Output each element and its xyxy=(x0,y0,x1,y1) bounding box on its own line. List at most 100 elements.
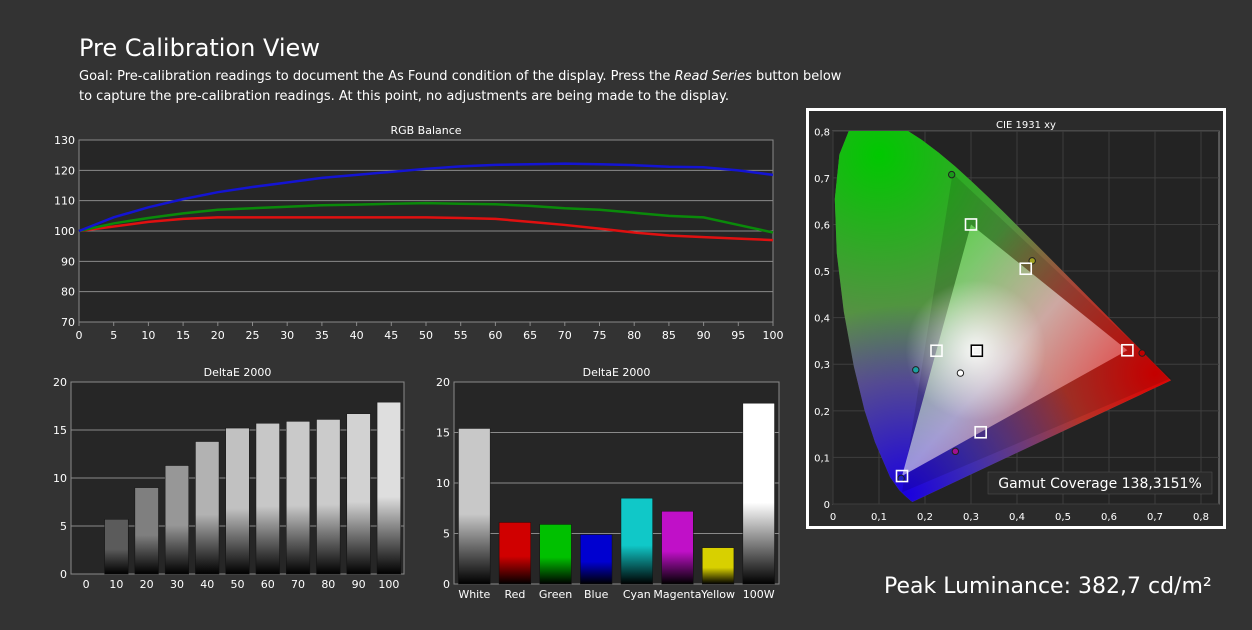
y-tick-label: 130 xyxy=(54,134,75,147)
x-tick-label: 90 xyxy=(697,329,711,342)
y-tick-label: 0,3 xyxy=(814,360,830,371)
bar-50 xyxy=(225,427,250,575)
peak-luminance: Peak Luminance: 382,7 cd/m² xyxy=(884,574,1212,599)
x-tick-label: Cyan xyxy=(623,588,651,600)
y-tick-label: 0 xyxy=(824,500,830,511)
x-tick-label: 0,6 xyxy=(1101,512,1117,523)
measured-point-cyan xyxy=(912,366,920,374)
y-tick-label: 0 xyxy=(60,568,67,581)
chart-title: CIE 1931 xy xyxy=(996,120,1056,131)
bar-blue xyxy=(580,534,613,585)
goal-prefix: Goal: Pre-calibration readings to docume… xyxy=(79,69,675,84)
x-tick-label: 0,1 xyxy=(871,512,887,523)
y-tick-label: 10 xyxy=(53,472,67,485)
gamut-coverage-label: Gamut Coverage 138,3151% xyxy=(998,476,1202,492)
x-tick-label: 85 xyxy=(662,329,676,342)
target-square-white xyxy=(970,344,984,358)
target-square-blue xyxy=(895,469,909,483)
x-tick-label: 60 xyxy=(488,329,502,342)
x-tick-label: Magenta xyxy=(653,588,701,600)
x-tick-label: 100 xyxy=(763,329,784,342)
y-tick-label: 100 xyxy=(54,225,75,238)
x-tick-label: 10 xyxy=(141,329,155,342)
page-title: Pre Calibration View xyxy=(79,34,320,62)
x-tick-label: 5 xyxy=(110,329,117,342)
grayscale-deltae-chart: DeltaE 2000 0 5 10 15 20 0 10 20 30 40 50 60 70 80 90 10… xyxy=(53,366,405,591)
bar-magenta xyxy=(661,511,694,585)
y-tick-label: 0 xyxy=(443,578,450,591)
y-tick-label: 5 xyxy=(443,528,450,541)
x-tick-label: 100 xyxy=(378,578,399,591)
x-tick-label: 60 xyxy=(261,578,275,591)
bar-100w xyxy=(742,402,775,585)
y-tick-label: 90 xyxy=(61,255,75,268)
x-tick-label: Blue xyxy=(584,588,609,600)
y-tick-label: 70 xyxy=(61,316,75,329)
rgb-balance-chart: RGB Balance 70 80 90 100 110 120 130 0 5 10 15 20 25 3… xyxy=(54,124,784,342)
x-tick-label: 80 xyxy=(627,329,641,342)
series-line-1 xyxy=(78,201,774,234)
x-tick-label: 0,7 xyxy=(1147,512,1163,523)
bar-80 xyxy=(316,419,341,575)
bar-90 xyxy=(346,413,371,575)
target-square-magenta xyxy=(974,425,987,439)
bar-30 xyxy=(164,465,190,575)
read-series-reference: Read Series xyxy=(674,69,752,84)
bar-red xyxy=(498,522,532,585)
y-tick-label: 20 xyxy=(53,376,67,389)
series-line-0 xyxy=(78,216,774,242)
x-tick-label: 50 xyxy=(419,329,433,342)
y-tick-label: 10 xyxy=(436,477,450,490)
x-tick-label: 95 xyxy=(731,329,745,342)
y-tick-label: 0,5 xyxy=(814,267,830,278)
x-tick-label: Yellow xyxy=(700,588,735,600)
y-tick-label: 0,2 xyxy=(814,407,830,418)
y-tick-label: 15 xyxy=(436,427,450,440)
gamut-coverage-box xyxy=(987,471,1213,495)
x-tick-label: White xyxy=(458,588,490,600)
bar-green xyxy=(539,524,572,585)
bar-100 xyxy=(376,401,401,575)
x-tick-label: 50 xyxy=(231,578,245,591)
chart-title: RGB Balance xyxy=(390,124,461,137)
x-tick-label: 0 xyxy=(76,329,83,342)
x-tick-label: 55 xyxy=(454,329,468,342)
x-tick-label: 40 xyxy=(350,329,364,342)
bar-70 xyxy=(285,421,311,575)
y-tick-label: 0,1 xyxy=(814,453,830,464)
goal-suffix: button below to capture the pre-calibrat… xyxy=(79,69,842,104)
x-tick-label: 0,4 xyxy=(1009,512,1025,523)
bar-yellow xyxy=(701,547,735,585)
y-tick-label: 120 xyxy=(54,164,75,177)
x-tick-label: 20 xyxy=(140,578,154,591)
y-tick-label: 0,4 xyxy=(814,314,830,325)
x-tick-label: 40 xyxy=(200,578,214,591)
target-square-red xyxy=(1121,343,1134,357)
y-tick-label: 0,6 xyxy=(814,220,830,231)
measured-point-green xyxy=(947,170,956,179)
chart-title: DeltaE 2000 xyxy=(204,366,272,379)
y-tick-label: 0,7 xyxy=(814,174,830,185)
x-tick-label: 45 xyxy=(384,329,398,342)
x-tick-label: 30 xyxy=(280,329,294,342)
measured-point-red xyxy=(1138,349,1146,357)
x-tick-label: 0,2 xyxy=(917,512,933,523)
target-square-cyan xyxy=(930,344,943,358)
measured-point-white xyxy=(956,369,965,377)
x-tick-label: 20 xyxy=(211,329,225,342)
y-tick-label: 15 xyxy=(53,424,67,437)
target-square-yellow xyxy=(1019,262,1033,276)
measured-point-yellow xyxy=(1028,257,1036,265)
y-tick-label: 5 xyxy=(60,520,67,533)
page-goal-text: Goal: Pre-calibration readings to docume… xyxy=(79,67,849,107)
x-tick-label: 10 xyxy=(109,578,123,591)
chart-title: DeltaE 2000 xyxy=(583,366,651,379)
colors-deltae-chart: DeltaE 2000 0 5 10 15 20 White Red Green Blue Cyan… xyxy=(436,366,780,600)
bar-40 xyxy=(195,441,220,575)
x-tick-label: Green xyxy=(539,588,572,600)
x-tick-label: 35 xyxy=(315,329,329,342)
bar-white xyxy=(458,428,491,585)
target-square-white-inner xyxy=(972,345,982,356)
x-tick-label: 100W xyxy=(743,588,775,600)
x-tick-label: 65 xyxy=(523,329,537,342)
